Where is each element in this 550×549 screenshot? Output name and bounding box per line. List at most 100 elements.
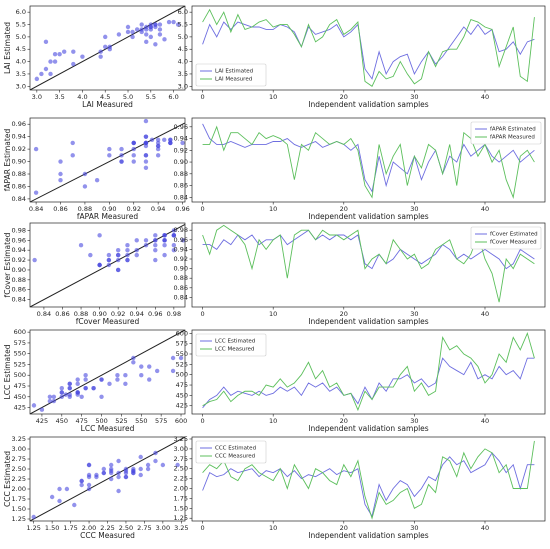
y-tick-label: 2.50 [12, 465, 26, 473]
legend-label: LCC Estimated [215, 339, 255, 345]
x-axis-label: Independent validation samples [308, 317, 428, 326]
scatter-point [43, 66, 49, 72]
y-tick-label: 0.98 [12, 226, 26, 234]
scatter-point [43, 39, 49, 45]
scatter-point [155, 146, 161, 152]
axes-frame [191, 222, 546, 308]
scatter-point [138, 472, 143, 478]
y-tick-label: 1.50 [174, 504, 188, 512]
scatter-point [97, 233, 102, 238]
scatter-point [171, 228, 177, 233]
scatter-point [180, 140, 185, 146]
y-tick-label: 0.88 [12, 276, 26, 284]
y-tick-label: 525 [176, 360, 188, 368]
x-tick-label: 10 [269, 205, 277, 213]
scatter-point [64, 486, 70, 492]
x-tick-label: 20 [340, 93, 348, 101]
x-tick-label: 450 [56, 417, 68, 425]
y-tick-label: 0.84 [12, 296, 26, 304]
y-tick-label: 3.5 [178, 70, 188, 78]
x-axis-label: Independent validation samples [308, 531, 428, 540]
scatter-point [134, 238, 139, 243]
scatter-point [58, 171, 63, 177]
y-tick-label: 6.0 [178, 8, 188, 16]
y-tick-label: 475 [14, 382, 26, 390]
scatter-point [143, 134, 149, 139]
y-tick-label: 525 [14, 360, 26, 368]
scatter-point [131, 140, 136, 146]
scatter-point [59, 394, 64, 399]
y-tick-label: 4.5 [178, 45, 188, 53]
y-tick-label: 1.25 [12, 515, 26, 523]
scatter-point [67, 385, 72, 391]
y-tick-label: 5.5 [16, 21, 26, 29]
scatter-point [31, 403, 37, 408]
y-tick-label: 450 [176, 391, 188, 399]
scatter-point [72, 502, 77, 508]
scatter-point [171, 233, 177, 238]
scatter-point [61, 49, 67, 54]
x-axis-label: fAPAR Measured [77, 212, 138, 221]
x-tick-label: 2.50 [119, 524, 133, 532]
y-tick-label: 4.0 [178, 58, 188, 66]
scatter-point [162, 243, 167, 248]
scatter-point [143, 238, 149, 243]
y-tick-label: 0.86 [174, 182, 188, 190]
series-line [202, 452, 535, 518]
y-tick-label: 0.92 [174, 146, 188, 154]
scatter-point [48, 71, 53, 77]
x-tick-label: 0 [201, 205, 205, 213]
x-tick-label: 6.0 [168, 93, 178, 101]
scatter-point [116, 32, 122, 37]
x-axis-label: Independent validation samples [308, 100, 428, 109]
axes-frame [29, 436, 186, 522]
scatter-point [139, 364, 144, 369]
scatter-point [57, 51, 62, 57]
y-tick-label: 550 [14, 350, 26, 358]
scatter-point [143, 159, 149, 164]
scatter-point [119, 153, 124, 158]
y-tick-label: 0.94 [12, 133, 26, 141]
y-tick-label: 0.86 [12, 182, 26, 190]
scatter-point [116, 458, 121, 464]
scatter-point [123, 474, 129, 480]
scatter-point [94, 474, 99, 480]
plot-area [30, 224, 185, 307]
series-line [202, 440, 535, 520]
scatter-point [153, 450, 158, 456]
identity-line [30, 6, 185, 90]
y-tick-label: 0.90 [12, 158, 26, 166]
scatter-point [107, 146, 112, 152]
legend-box [195, 63, 267, 87]
x-tick-label: 0.90 [92, 310, 106, 318]
scatter-point [116, 470, 121, 476]
x-axis-label: fCover Measured [76, 317, 140, 326]
scatter-point [153, 233, 158, 238]
axes-frame [29, 222, 186, 308]
scatter-point [97, 262, 102, 268]
scatter-point [101, 466, 107, 472]
scatter-point [80, 54, 85, 59]
scatter-point [52, 51, 58, 57]
x-tick-label: 0.90 [102, 205, 116, 213]
y-tick-label: 0.94 [174, 245, 188, 253]
plot-area [202, 331, 535, 412]
scatter-point [143, 140, 149, 146]
y-tick-label: 475 [176, 381, 188, 389]
scatter-point [103, 34, 108, 40]
scatter-point [175, 22, 181, 27]
x-tick-label: 30 [410, 205, 418, 213]
y-tick-label: 0.88 [174, 170, 188, 178]
y-axis-label: LCC Estimated [3, 344, 12, 399]
scatter-point [171, 247, 177, 253]
y-tick-label: 0.92 [12, 145, 26, 153]
series-line [202, 357, 535, 409]
x-tick-label: 1.75 [63, 524, 77, 532]
legend-label: LCC Measured [215, 347, 254, 353]
y-tick-label: 0.88 [12, 170, 26, 178]
x-axis-label: LAI Measured [82, 100, 133, 109]
scatter-point [116, 488, 121, 494]
x-tick-label: 2.00 [82, 524, 96, 532]
y-tick-label: 600 [176, 329, 188, 337]
y-tick-label: 500 [14, 371, 26, 379]
